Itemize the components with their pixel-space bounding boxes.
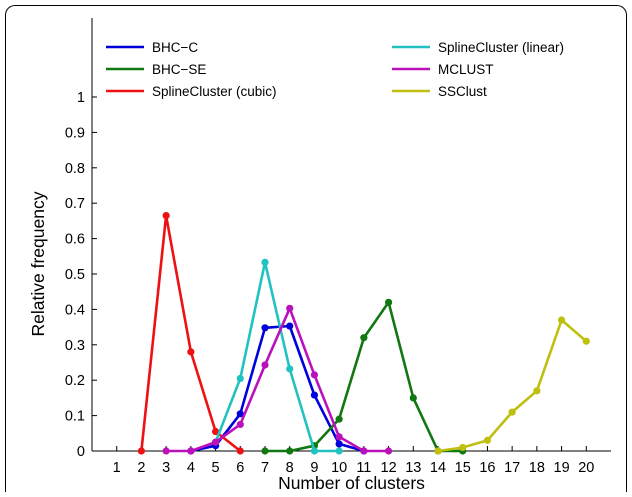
y-tick-label: 0.9 <box>65 125 85 141</box>
data-point <box>286 322 294 330</box>
y-tick-label: 0.4 <box>65 302 85 318</box>
data-point <box>459 443 467 452</box>
y-tick-label: 0.6 <box>65 232 85 248</box>
legend-item: MCLUST <box>392 62 494 77</box>
data-point <box>557 316 566 324</box>
y-tick-label: 0.2 <box>65 373 85 389</box>
legend-label: MCLUST <box>438 62 494 77</box>
data-point <box>187 348 195 356</box>
x-tick-label: 19 <box>554 460 570 476</box>
y-tick-label: 0 <box>77 444 85 460</box>
data-point <box>261 361 269 369</box>
data-point <box>360 447 368 455</box>
data-point <box>384 298 393 306</box>
legend-item: BHC−SE <box>106 62 206 77</box>
y-axis-title: Relative frequency <box>28 191 48 336</box>
data-point <box>162 447 170 455</box>
x-tick-label: 7 <box>261 460 269 476</box>
data-point <box>261 447 269 455</box>
data-point <box>384 447 393 455</box>
data-point <box>286 304 294 312</box>
series-splinecluster-cubic- <box>137 211 244 455</box>
data-point <box>483 436 492 444</box>
x-tick-label: 13 <box>405 460 421 476</box>
data-point <box>286 365 294 373</box>
x-tick-label: 3 <box>162 460 170 476</box>
data-point <box>335 447 343 455</box>
chart-frame <box>5 5 627 492</box>
data-point <box>286 447 294 455</box>
legend-item: SplineCluster (cubic) <box>106 84 277 99</box>
series-layer <box>137 211 590 455</box>
data-point <box>360 334 368 342</box>
series-line <box>214 260 340 453</box>
data-point <box>162 211 170 220</box>
x-tick-label: 17 <box>504 460 520 476</box>
data-point <box>335 415 343 423</box>
legend-label: BHC−C <box>152 40 198 55</box>
series-mclust <box>162 304 393 455</box>
data-point <box>236 410 244 418</box>
x-tick-label: 14 <box>430 460 446 476</box>
y-tick-label: 0.7 <box>65 196 85 212</box>
x-tick-label: 11 <box>356 460 371 476</box>
x-tick-label: 18 <box>529 460 545 476</box>
x-tick-label: 1 <box>113 460 121 476</box>
x-tick-label: 8 <box>286 460 294 476</box>
y-tick-label: 0.3 <box>65 338 85 354</box>
data-point <box>335 440 343 448</box>
y-tick-label: 1 <box>77 90 85 106</box>
x-tick-label: 10 <box>331 460 347 476</box>
data-point <box>335 433 343 441</box>
x-tick-label: 20 <box>578 460 594 476</box>
data-point <box>261 258 269 266</box>
y-tick-label: 0.5 <box>65 267 85 283</box>
legend-label: BHC−SE <box>152 62 206 77</box>
legend-label: SplineCluster (cubic) <box>152 84 277 99</box>
x-tick-label: 6 <box>236 460 244 476</box>
data-point <box>310 391 319 399</box>
data-point <box>236 420 244 429</box>
x-axis-title: Number of clusters <box>278 473 425 493</box>
legend-label: SSClust <box>438 84 487 99</box>
legend-label: SplineCluster (linear) <box>438 40 564 55</box>
data-point <box>508 408 516 416</box>
data-point <box>236 447 244 455</box>
series-splinecluster-linear- <box>211 258 343 455</box>
x-tick-label: 5 <box>212 460 220 476</box>
legend-item: SplineCluster (linear) <box>392 40 564 55</box>
axes: 1 2 3 4 5 6 7 8 9 10 11 12 13 14 15 16 17 18 19 2000.10.20.… <box>65 18 611 476</box>
series-line <box>437 318 588 453</box>
data-point <box>310 371 319 379</box>
data-point <box>236 374 244 383</box>
data-point <box>211 427 220 436</box>
series-line <box>166 306 389 453</box>
legend-item: SSClust <box>392 84 487 99</box>
data-point <box>409 394 417 402</box>
x-tick-label: 12 <box>381 460 397 476</box>
x-tick-label: 9 <box>310 460 318 476</box>
data-point <box>582 337 590 345</box>
data-point <box>187 447 195 455</box>
data-point <box>211 438 220 446</box>
legend-item: BHC−C <box>106 40 198 55</box>
y-tick-label: 0.8 <box>65 161 85 177</box>
data-point <box>533 387 541 395</box>
data-point <box>434 447 442 455</box>
series-ssclust <box>434 316 590 455</box>
y-tick-label: 0.1 <box>65 409 85 425</box>
x-tick-label: 4 <box>187 460 195 476</box>
data-point <box>261 324 269 332</box>
data-point <box>310 447 319 455</box>
data-point <box>137 447 146 455</box>
legend: BHC−C BHC−SE SplineCluster (cubic) SplineCl… <box>106 40 564 99</box>
x-tick-label: 2 <box>137 460 145 476</box>
x-tick-label: 16 <box>479 460 495 476</box>
x-tick-label: 15 <box>455 460 471 476</box>
